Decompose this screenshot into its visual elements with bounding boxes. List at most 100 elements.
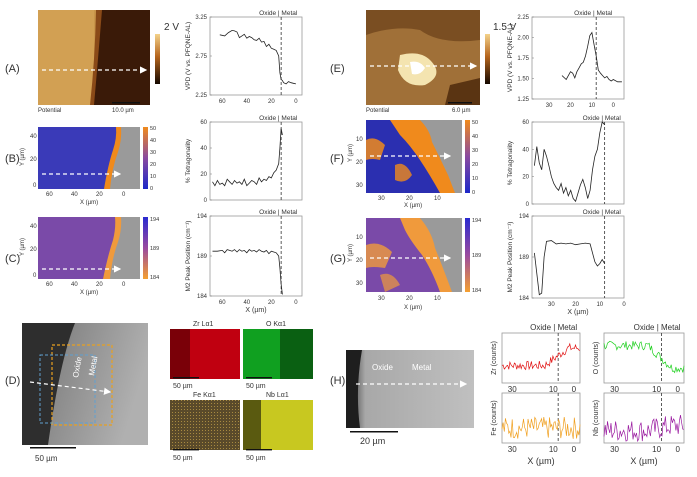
y-tick-label: 194 — [519, 214, 530, 220]
panel-d-edx-scalebars: 50 µm 50 µm 50 µm 50 µm — [173, 383, 266, 462]
map-y-tick: 40 — [30, 134, 37, 140]
x-tick-label: 10 — [589, 103, 596, 109]
y-axis-label: % Tetragonality — [507, 140, 514, 185]
y-tick-label: 1.75 — [517, 56, 529, 62]
cbar-tick: 20 — [150, 162, 156, 168]
panel-g-colorbar — [465, 218, 470, 292]
panel-e-colorbar-label: 1.5 V — [493, 22, 517, 33]
cbar-tick: 0 — [150, 186, 153, 192]
panel-f-map — [366, 120, 462, 193]
cbar-tick: 10 — [472, 176, 478, 182]
map-x-tick: 0 — [122, 282, 126, 288]
linescan-x-tick: 0 — [675, 385, 680, 394]
plot-frame — [209, 16, 303, 96]
panel-b-map — [38, 127, 140, 189]
map-x-label: X (µm) — [404, 203, 422, 209]
linescan-y-label: O (counts) — [593, 342, 600, 375]
linescan-trace — [501, 342, 581, 371]
linescan-trace — [603, 340, 685, 374]
linescan-trace — [501, 416, 581, 439]
map-y-tick: 10 — [356, 235, 363, 241]
plot-frame — [209, 215, 303, 297]
edx-title-zr: Zr Lα1 — [193, 321, 213, 328]
y-axis-label: M2 Peak Position (cm⁻¹) — [185, 221, 192, 292]
y-axis-label: VPD (V vs. PFQNE-AL) — [185, 22, 192, 90]
series-line — [534, 121, 605, 203]
y-axis-label: % Tetragonality — [185, 138, 192, 183]
panel-a-colorbar — [155, 34, 160, 84]
plot-frame — [209, 121, 303, 201]
cbar-tick: 30 — [150, 150, 156, 156]
edx-scalebar: 50 µm — [246, 383, 266, 390]
x-tick-label: 0 — [294, 99, 298, 105]
map-y-tick: 10 — [356, 137, 363, 143]
plot-frame — [531, 121, 625, 205]
plot-frame — [531, 215, 625, 299]
plot-header: Oxide | Metal — [583, 115, 622, 122]
linescan-1: O (counts) Oxide | Metal 30 10 0 — [593, 323, 685, 394]
y-tick-label: 0 — [526, 202, 530, 208]
panel-d-edx-maps — [170, 329, 313, 451]
panel-e-map-caption: Potential — [366, 108, 389, 114]
map-x-tick: 40 — [71, 192, 78, 198]
y-tick-label: 184 — [519, 296, 530, 302]
panel-b-colorbar — [143, 127, 148, 189]
line-plots: Oxide | Metal 3.25 2.75 2.25 60 40 20 0 VPD (V v… — [185, 10, 626, 316]
linescan-frame — [501, 332, 581, 384]
y-tick-label: 40 — [200, 146, 207, 152]
linescan-trace — [603, 415, 684, 443]
panel-h-sem — [346, 350, 474, 433]
panel-label-g: (G) — [330, 253, 346, 265]
cbar-tick: 40 — [472, 134, 478, 140]
linescan-x-tick: 10 — [549, 445, 558, 454]
panel-a-colorbar-label: 2 V — [164, 22, 179, 33]
edx-scalebar: 50 µm — [173, 383, 193, 390]
y-tick-label: 1.25 — [517, 97, 529, 103]
panel-h-sem-label-oxide: Oxide — [372, 363, 393, 372]
map-x-tick: 10 — [434, 196, 441, 202]
x-tick-label: 10 — [596, 302, 603, 308]
panel-e-colorbar — [485, 34, 490, 84]
map-y-tick: 30 — [356, 281, 363, 287]
linescan-header: Oxide | Metal — [530, 323, 577, 332]
panel-h-sem-scalebar: 20 µm — [360, 436, 385, 446]
map-y-tick: 40 — [30, 224, 37, 230]
panel-d-sem-scalebar: 50 µm — [35, 454, 58, 463]
linescan-x-tick: 10 — [549, 385, 558, 394]
plot-header: Oxide | Metal — [574, 10, 613, 17]
panel-d-sem-label-oxide: Oxide — [71, 356, 84, 379]
panel-b-map-axes: 40 20 0 60 40 20 0 X (µm) Y (µm) — [20, 134, 126, 206]
y-tick-label: 1.50 — [517, 77, 529, 83]
panel-f-map-axes: 10 20 30 30 20 10 X (µm) Y (µm) — [348, 137, 441, 209]
series-line — [219, 29, 296, 85]
panel-f-colorbar — [465, 120, 470, 193]
cbar-tick: 184 — [472, 288, 481, 294]
cbar-tick: 20 — [472, 162, 478, 168]
map-y-tick: 20 — [356, 258, 363, 264]
map-y-tick: 30 — [356, 183, 363, 189]
linescan-frame — [603, 332, 685, 384]
series-line — [212, 249, 283, 295]
panel-h-sem-label-metal: Metal — [412, 363, 432, 372]
map-x-tick: 30 — [378, 296, 385, 302]
x-tick-label: 20 — [268, 99, 275, 105]
panel-label-e: (E) — [330, 63, 345, 75]
y-tick-label: 3.25 — [195, 15, 207, 21]
edx-scalebar: 50 µm — [246, 455, 266, 462]
panel-d-sem — [22, 323, 148, 449]
panel-c-map — [38, 217, 140, 279]
linescan-frame — [603, 392, 685, 444]
edx-title-nb: Nb Lα1 — [266, 392, 289, 399]
linescan-x-tick: 30 — [610, 445, 619, 454]
x-tick-label: 0 — [612, 103, 616, 109]
linescan-x-tick: 30 — [508, 445, 517, 454]
plot-b: Oxide | Metal 60 40 20 0 % Tetragonality — [185, 115, 303, 204]
x-tick-label: 20 — [268, 300, 275, 306]
y-tick-label: 194 — [197, 214, 208, 220]
linescan-y-label: Zr (counts) — [491, 341, 498, 375]
x-axis-label: X (µm) — [567, 309, 588, 316]
y-tick-label: 2.25 — [517, 15, 529, 21]
x-axis-label: X (µm) — [245, 307, 266, 314]
x-tick-label: 60 — [219, 99, 226, 105]
